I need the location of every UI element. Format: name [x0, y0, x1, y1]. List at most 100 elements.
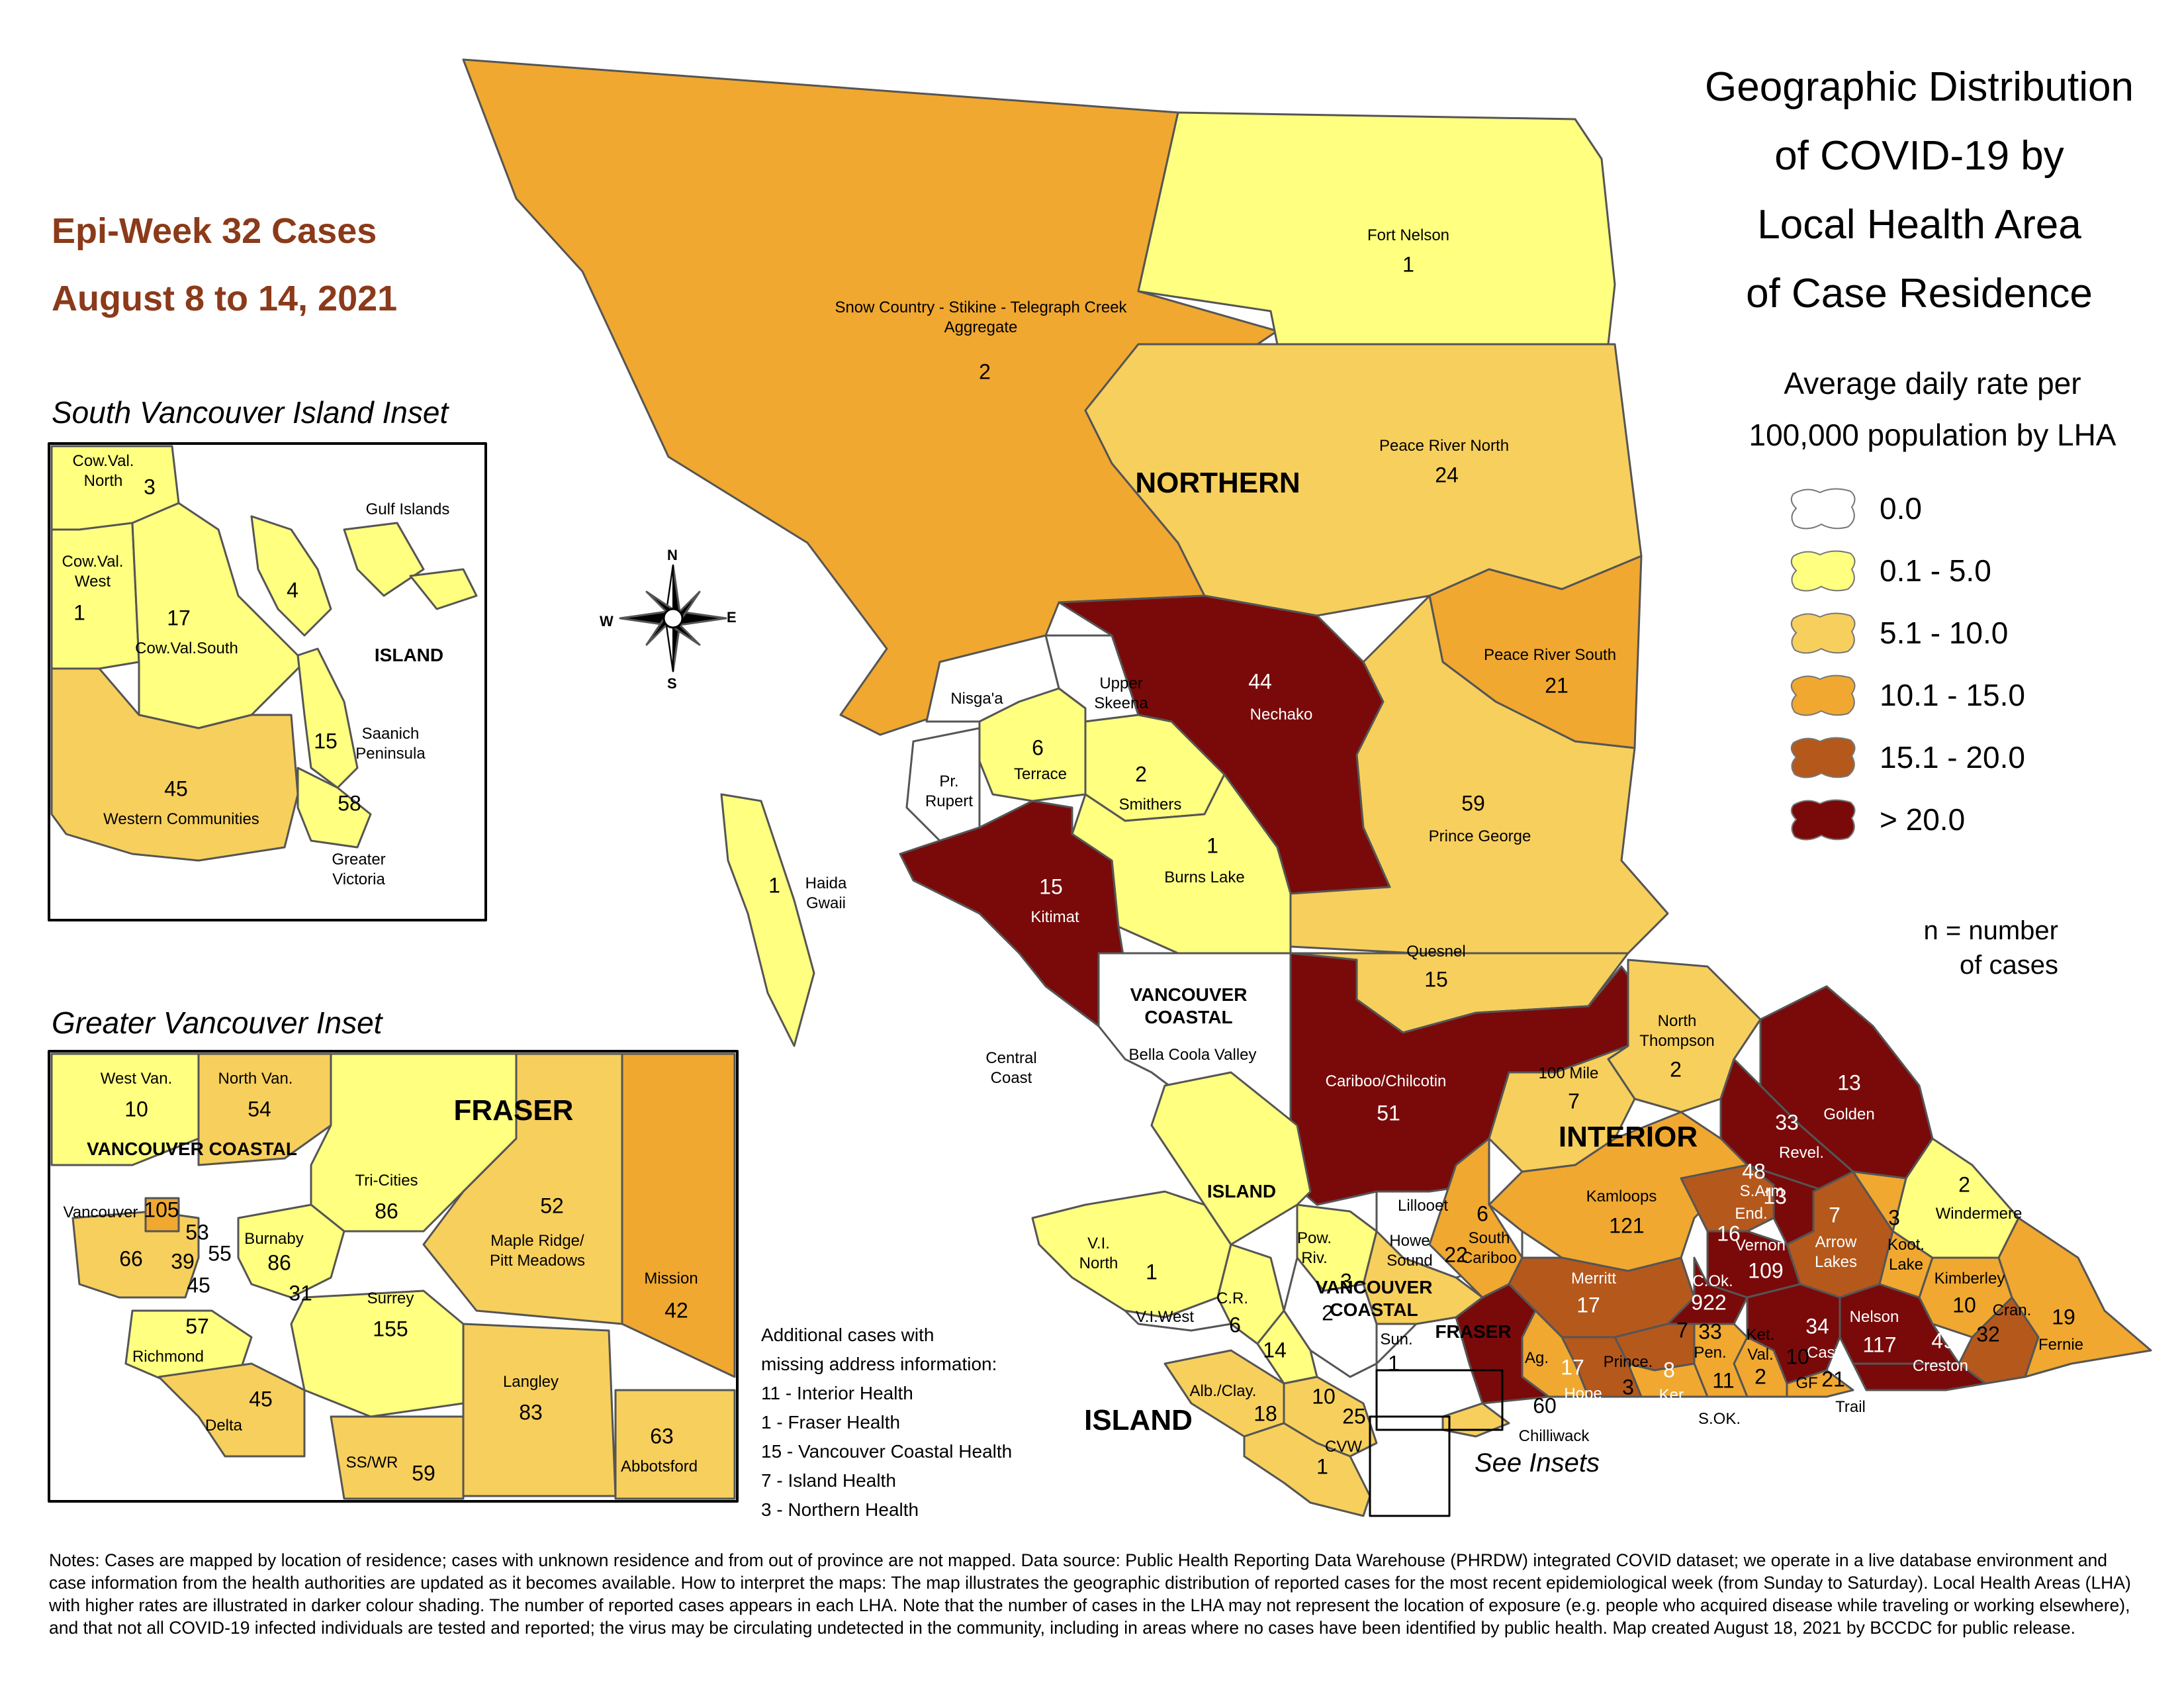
lha-creston-name: Creston	[1912, 1357, 1969, 1375]
svi-cow-val-west-n: 1	[73, 600, 85, 625]
lha-golden-name: Golden	[1823, 1105, 1875, 1123]
lha-koot-lake-name: Koot. Lake	[1888, 1235, 1925, 1275]
lha-bella-coola-name: Bella Coola Valley	[1128, 1046, 1257, 1064]
lha-quesnel-name: Quesnel	[1406, 943, 1466, 961]
legend-swatch	[1787, 796, 1860, 843]
additional-line-6: 7 - Island Health	[761, 1470, 896, 1491]
gv-mission	[621, 1053, 736, 1378]
lha-100mile-n: 7	[1568, 1089, 1580, 1113]
lha-end-name: End.	[1735, 1205, 1768, 1223]
gv-burnaby-n: 86	[267, 1250, 291, 1275]
svi-gulf3	[409, 568, 478, 610]
svi-western-n: 45	[164, 776, 188, 801]
lha-snow-country-name: Snow Country - Stikine - Telegraph Creek…	[835, 298, 1126, 338]
gv-burnaby	[237, 1203, 345, 1299]
gv-west-van-n: 10	[124, 1097, 148, 1121]
lha-pr-rupert-name: Pr. Rupert	[925, 772, 973, 812]
lha-kimberley-n: 10	[1952, 1293, 1976, 1317]
lha-pr-rupert-name-2: Rupert	[925, 792, 974, 810]
lha-ket-val-name-1: Ket.	[1746, 1326, 1775, 1344]
lha-pen-name: Pen.	[1694, 1344, 1727, 1362]
lha-creston-n: 49	[1931, 1329, 1955, 1353]
gv-maple-name-1: Maple Ridge/	[490, 1232, 584, 1250]
lha-vernon-name: Vernon	[1735, 1237, 1786, 1254]
lha-merritt-n: 17	[1576, 1293, 1600, 1317]
region-interior: INTERIOR	[1558, 1121, 1698, 1153]
gv-delta-name: Delta	[205, 1417, 243, 1434]
svi-gulf-name: Gulf Islands	[365, 500, 450, 518]
legend-label: 0.0	[1880, 491, 1922, 526]
lha-14-n: 14	[1263, 1338, 1287, 1362]
lha-creston	[1852, 1362, 1987, 1391]
lha-nisgaa-name: Nisga'a	[950, 690, 1003, 708]
lha-north-thompson-n: 2	[1670, 1057, 1682, 1082]
lha-central-coast-name-1: Central	[985, 1049, 1037, 1067]
lha-pow-riv-n: 3	[1340, 1269, 1352, 1293]
gv-delta-n: 45	[249, 1387, 273, 1411]
legend-item: 15.1 - 20.0	[1787, 731, 2025, 784]
region-northern: NORTHERN	[1135, 467, 1300, 499]
gv-tri-cities-n: 86	[375, 1199, 398, 1223]
lha-pen-n2: 7	[1676, 1318, 1688, 1342]
svi-gulf	[250, 515, 332, 637]
lha-smithers-n: 2	[1135, 762, 1147, 786]
region-vc-inset: VANCOUVER COASTAL	[87, 1139, 297, 1159]
lha-nechako-name: Nechako	[1250, 706, 1313, 724]
svi-victoria	[296, 767, 372, 849]
lha-arrow-name-1: Arrow	[1815, 1233, 1857, 1251]
lha-end-n: 13	[1763, 1184, 1787, 1209]
south-vi-inset-title: South Vancouver Island Inset	[52, 395, 449, 430]
svi-cow-val-south-n: 17	[167, 606, 191, 630]
region-vc-line-1: VANCOUVER	[1130, 984, 1248, 1005]
n-note: n = number of cases	[1873, 914, 2058, 982]
lha-smithers-name: Smithers	[1118, 796, 1182, 814]
legend-label: > 20.0	[1880, 802, 1966, 837]
epi-week-dates: August 8 to 14, 2021	[52, 279, 398, 318]
region-island-inset: ISLAND	[374, 645, 444, 665]
lha-prince-n: 3	[1622, 1375, 1634, 1399]
compass-w: W	[600, 613, 614, 630]
map-title: Geographic Distribution of COVID-19 by L…	[1641, 53, 2184, 328]
lha-north-thompson-name: North Thompson	[1639, 1011, 1714, 1051]
lha-burns-lake-name: Burns Lake	[1164, 868, 1245, 886]
svi-cow-val-west	[50, 522, 140, 670]
lha-south-cariboo-n: 6	[1477, 1201, 1488, 1226]
lha-cast-n: 34	[1805, 1314, 1829, 1338]
gv-v39: 39	[171, 1249, 195, 1274]
lha-10-n: 10	[1312, 1384, 1336, 1409]
compass-e: E	[727, 609, 737, 626]
title-line-4: of Case Residence	[1746, 271, 2093, 316]
lha-howe-name: Howe Sound	[1387, 1231, 1432, 1271]
svi-cow-val-west-name-2: West	[74, 573, 111, 590]
lha-peace-north-n: 24	[1435, 463, 1459, 487]
lha-kamloops-name: Kamloops	[1586, 1188, 1657, 1205]
lha-vernon-n2: 16	[1717, 1221, 1741, 1246]
lha-arrow-name: Arrow Lakes	[1815, 1233, 1857, 1272]
lha-vi-north-name-1: V.I.	[1087, 1235, 1110, 1252]
lha-windermere-n: 2	[1958, 1172, 1970, 1197]
legend-item: 0.0	[1787, 482, 1922, 535]
lha-vi-north	[1031, 1190, 1232, 1319]
lha-revel-n: 33	[1775, 1110, 1799, 1135]
see-insets-label: See Insets	[1475, 1448, 1600, 1477]
lha-prince-george-n: 59	[1461, 791, 1485, 816]
lha-cok-n: 922	[1691, 1290, 1727, 1315]
gv-mission-n: 42	[664, 1298, 688, 1323]
lha-nelson-n: 117	[1862, 1333, 1897, 1357]
region-island: ISLAND	[1084, 1404, 1193, 1436]
n-note-line-2: of cases	[1960, 951, 2058, 980]
gv-sswr-name: SS/WR	[345, 1454, 398, 1472]
lha-golden-n: 13	[1837, 1070, 1861, 1095]
legend-title-line-2: 100,000 population by LHA	[1749, 418, 2116, 452]
lha-upper-skeena-name-2: Skeena	[1094, 694, 1148, 712]
lha-peace-south-n: 21	[1545, 673, 1569, 698]
svi-cow-val-south-name: Cow.Val.South	[135, 639, 238, 657]
gv-surrey	[290, 1289, 465, 1418]
lha-cvw-n: 1	[1316, 1454, 1328, 1479]
gv-tri-cities-name: Tri-Cities	[355, 1172, 418, 1190]
lha-cariboo-n: 51	[1377, 1101, 1400, 1125]
svi-cow-val-west-name: Cow.Val. West	[62, 552, 124, 592]
lha-burns-lake-n: 1	[1206, 833, 1218, 858]
gv-burnaby-name: Burnaby	[244, 1230, 304, 1248]
